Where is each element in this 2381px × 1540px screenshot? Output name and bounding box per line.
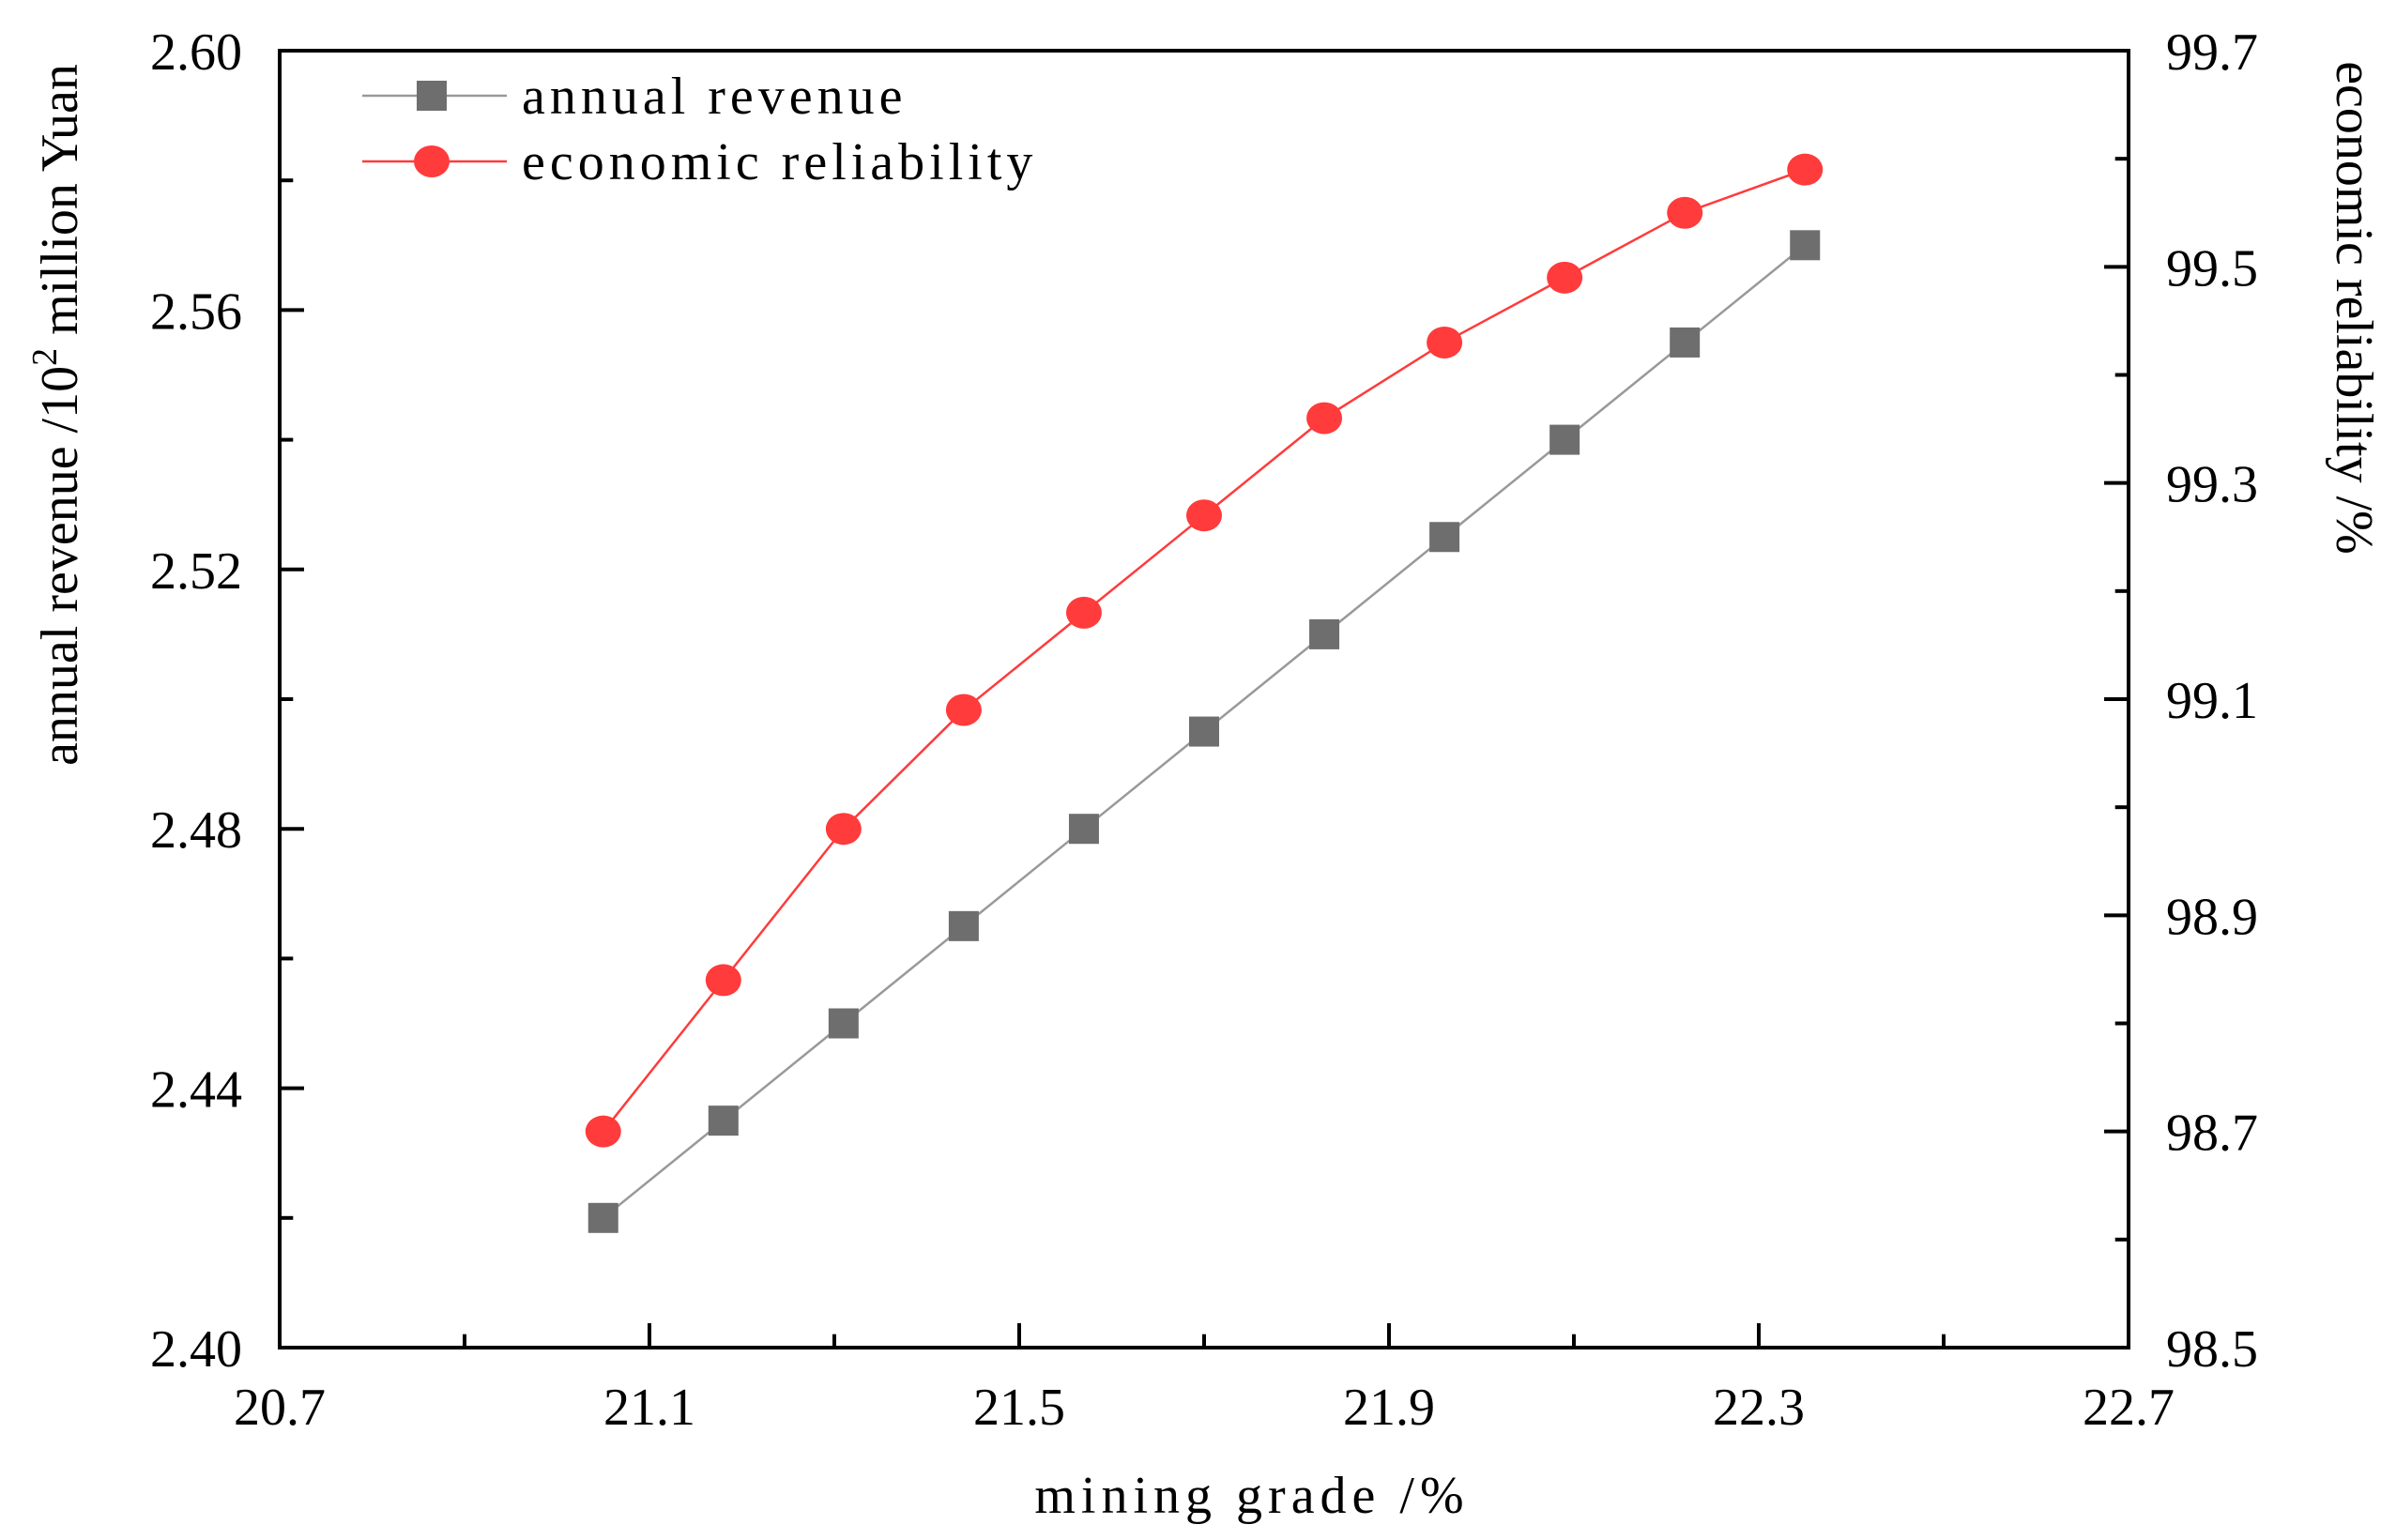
y-right-tick-label: 98.5 xyxy=(2166,1320,2258,1379)
y-right-axis-title: economic reliability /% xyxy=(2325,61,2381,555)
y-left-tick-label: 2.48 xyxy=(150,801,242,860)
y-right-tick-label: 98.7 xyxy=(2166,1105,2258,1163)
data-point-circle xyxy=(1667,196,1703,229)
data-point-circle xyxy=(825,813,862,846)
axis-tick-labels: 20.7 21.1 21.5 21.9 22.3 22.7 2.40 2.44 2.48 2.52… xyxy=(150,23,2258,1437)
data-point-square xyxy=(948,910,979,941)
data-point-circle xyxy=(1186,499,1222,532)
x-tick-label: 21.5 xyxy=(973,1379,1065,1437)
y-right-tick-label: 99.1 xyxy=(2166,672,2258,730)
data-point-square xyxy=(1790,230,1821,261)
y-right-tick-label: 99.3 xyxy=(2166,456,2258,514)
series-annual-revenue xyxy=(588,230,1821,1233)
legend-label: economic reliability xyxy=(522,133,1037,191)
y-right-tick-label: 99.5 xyxy=(2166,239,2258,297)
x-tick-label: 22.3 xyxy=(1713,1379,1805,1437)
legend-label: annual revenue xyxy=(522,68,907,126)
data-point-circle xyxy=(1787,153,1824,186)
x-tick-label: 20.7 xyxy=(234,1379,326,1437)
y-left-axis-title-tail: million Yuan xyxy=(31,64,89,348)
y-left-tick-label: 2.40 xyxy=(150,1320,242,1379)
data-point-square xyxy=(828,1008,859,1039)
plot-border xyxy=(278,49,2130,1349)
legend-item: economic reliability xyxy=(362,133,1037,191)
legend-marker-square xyxy=(417,81,447,111)
y-right-tick-label: 98.9 xyxy=(2166,888,2258,946)
axis-ticks xyxy=(278,49,2130,1349)
data-point-circle xyxy=(1306,402,1343,435)
data-point-square xyxy=(1309,618,1340,649)
data-point-circle xyxy=(705,964,741,997)
data-point-square xyxy=(1429,522,1460,553)
y-left-tick-label: 2.52 xyxy=(150,542,242,601)
data-point-square xyxy=(708,1105,739,1136)
data-point-circle xyxy=(945,694,982,726)
x-tick-label: 22.7 xyxy=(2083,1379,2175,1437)
y-left-tick-label: 2.44 xyxy=(150,1061,242,1120)
legend-item: annual revenue xyxy=(362,68,907,126)
data-point-circle xyxy=(1427,326,1463,358)
legend-marker-circle xyxy=(414,145,450,177)
y-left-axis-title-main: annual revenue /10 xyxy=(31,366,89,766)
data-point-square xyxy=(1068,814,1099,845)
y-left-tick-label: 2.60 xyxy=(150,23,242,82)
data-point-square xyxy=(1670,327,1701,358)
y-left-axis-title-sup: 2 xyxy=(25,348,65,366)
data-point-square xyxy=(1549,424,1580,455)
y-left-axis-title: annual revenue /102 million Yuan xyxy=(25,64,89,766)
data-point-circle xyxy=(585,1115,621,1148)
x-axis-title: mining grade /% xyxy=(1034,1467,1469,1525)
series-layer xyxy=(585,153,1824,1233)
data-point-square xyxy=(1189,716,1219,747)
x-tick-label: 21.1 xyxy=(603,1379,695,1437)
series-line xyxy=(602,168,1806,1133)
data-point-circle xyxy=(1547,261,1583,294)
x-tick-label: 21.9 xyxy=(1343,1379,1435,1437)
data-point-circle xyxy=(1065,596,1102,629)
y-left-tick-label: 2.56 xyxy=(150,282,242,341)
plot-frame xyxy=(278,49,2130,1349)
y-right-tick-label: 99.7 xyxy=(2166,23,2258,82)
data-point-square xyxy=(588,1202,618,1233)
legend: annual revenue economic reliability xyxy=(362,68,1037,191)
series-economic-reliability xyxy=(585,153,1824,1148)
